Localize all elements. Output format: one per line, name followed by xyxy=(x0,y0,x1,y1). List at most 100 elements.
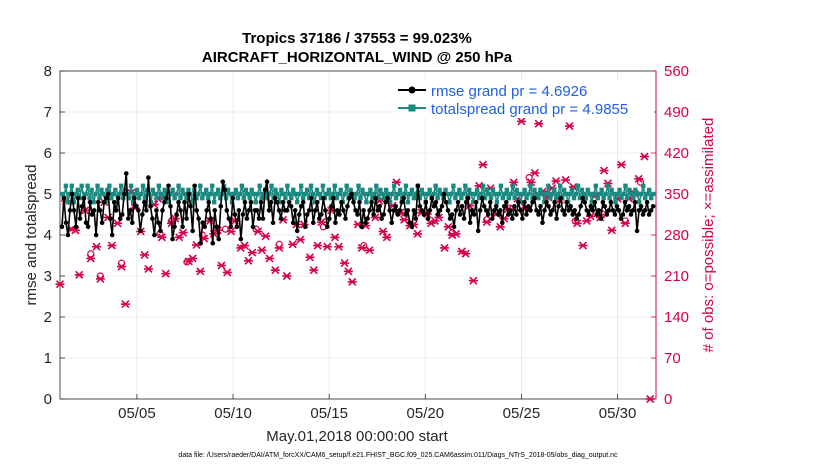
totalspread-point xyxy=(134,187,140,193)
rmse-point xyxy=(308,195,314,201)
totalspread-point xyxy=(162,187,167,193)
rmse-point xyxy=(574,216,580,221)
rmse-point xyxy=(256,216,262,221)
rmse-point xyxy=(447,216,453,221)
totalspread-point xyxy=(130,200,136,205)
totalspread-point xyxy=(170,187,175,193)
totalspread-point xyxy=(526,191,531,197)
y-tick-label-left: 3 xyxy=(44,268,52,285)
totalspread-point xyxy=(593,183,598,188)
totalspread-point xyxy=(85,183,90,188)
rmse-point xyxy=(228,224,234,230)
totalspread-point xyxy=(583,195,589,201)
rmse-point xyxy=(300,199,306,205)
rmse-point xyxy=(516,199,521,205)
obs-assimilated-point xyxy=(309,266,319,275)
obs-assimilated-point xyxy=(222,268,232,277)
rmse-point xyxy=(158,228,163,234)
totalspread-point xyxy=(431,191,436,197)
totalspread-point xyxy=(595,195,600,201)
rmse-point xyxy=(634,228,640,234)
legend-spread-label: totalspread grand pr = 4.9855 xyxy=(431,101,628,118)
x-tick-label: 05/30 xyxy=(599,405,637,422)
totalspread-point xyxy=(393,195,399,201)
rmse-point xyxy=(105,191,111,197)
totalspread-point xyxy=(59,191,65,197)
totalspread-point xyxy=(184,195,189,201)
obs-assimilated-point xyxy=(188,254,198,263)
totalspread-point xyxy=(488,195,494,201)
y-tick-label-right: 280 xyxy=(664,227,689,244)
totalspread-point xyxy=(403,183,409,188)
rmse-point xyxy=(570,212,575,217)
rmse-point xyxy=(413,216,419,221)
rmse-point xyxy=(83,220,89,225)
obs-assimilated-point xyxy=(226,227,236,236)
totalspread-point xyxy=(101,191,106,197)
totalspread-point xyxy=(609,187,614,193)
rmse-point xyxy=(262,187,268,193)
totalspread-point xyxy=(538,187,543,193)
totalspread-point xyxy=(374,183,379,188)
rmse-point xyxy=(274,199,280,205)
rmse-point xyxy=(461,216,467,221)
rmse-point xyxy=(242,199,248,205)
y-tick-label-left: 1 xyxy=(44,350,52,367)
rmse-point xyxy=(650,204,656,209)
totalspread-point xyxy=(87,195,92,201)
totalspread-point xyxy=(295,200,300,205)
totalspread-point xyxy=(257,183,262,188)
totalspread-point xyxy=(550,191,555,197)
obs-assimilated-point xyxy=(530,168,540,177)
totalspread-point xyxy=(235,195,241,201)
totalspread-point xyxy=(344,183,349,188)
rmse-point xyxy=(632,199,638,205)
totalspread-point xyxy=(469,191,474,197)
totalspread-point xyxy=(293,191,298,197)
rmse-point xyxy=(93,232,99,238)
totalspread-point xyxy=(354,191,359,197)
rmse-point xyxy=(381,212,386,217)
rmse-point xyxy=(367,208,372,213)
totalspread-point xyxy=(364,200,369,205)
rmse-point xyxy=(445,208,451,213)
totalspread-point xyxy=(215,187,221,193)
rmse-point xyxy=(162,199,167,205)
obs-assimilated-point xyxy=(117,262,127,271)
rmse-point xyxy=(642,208,648,213)
totalspread-point xyxy=(267,191,272,197)
rmse-point xyxy=(465,195,471,201)
rmse-point xyxy=(389,220,395,225)
obs-assimilated-point xyxy=(195,267,205,276)
rmse-point xyxy=(310,220,316,225)
rmse-point xyxy=(244,216,250,221)
rmse-point xyxy=(522,199,527,205)
rmse-point xyxy=(481,204,487,209)
totalspread-point xyxy=(237,191,243,197)
rmse-point xyxy=(170,236,175,242)
y-tick-label-right: 420 xyxy=(664,145,689,162)
obs-assimilated-point xyxy=(92,242,102,251)
chart-title-line1: Tropics 37186 / 37553 = 99.023% xyxy=(242,30,472,47)
rmse-point xyxy=(546,204,551,209)
rmse-point xyxy=(125,216,131,221)
rmse-point xyxy=(596,208,602,213)
rmse-point xyxy=(154,208,159,213)
totalspread-point xyxy=(360,187,365,193)
obs-assimilated-point xyxy=(86,254,96,263)
legend: rmse grand pr = 4.6926 totalspread grand… xyxy=(396,80,654,118)
rmse-point xyxy=(443,199,449,205)
totalspread-point xyxy=(217,195,223,201)
axis-ticks: 05/05 05/10 05/15 05/20 05/25 05/30 0 1 2 3 4 5 6 7 8 0… xyxy=(44,63,689,422)
rmse-point xyxy=(453,208,459,213)
totalspread-point xyxy=(494,200,500,205)
obs-possible-point xyxy=(87,250,95,258)
rmse-point xyxy=(508,208,513,213)
rmse-point xyxy=(528,208,533,213)
rmse-point xyxy=(506,212,511,217)
rmse-point xyxy=(467,220,473,225)
rmse-point xyxy=(117,216,123,221)
rmse-point xyxy=(497,208,503,213)
totalspread-point xyxy=(520,191,525,197)
rmse-point xyxy=(130,220,135,225)
